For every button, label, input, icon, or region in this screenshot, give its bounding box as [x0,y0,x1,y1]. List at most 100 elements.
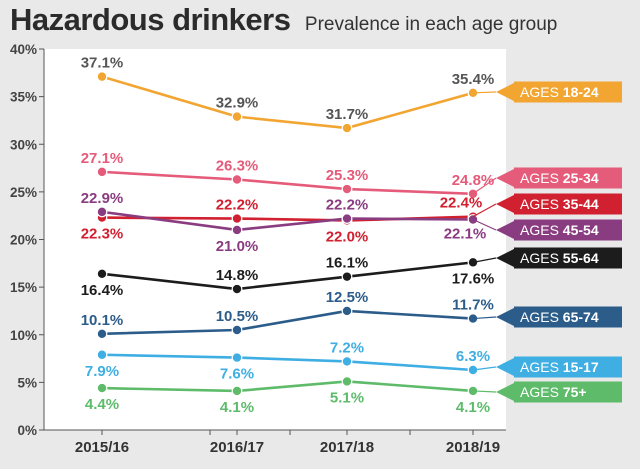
data-label: 21.0% [216,238,259,255]
data-label: 22.9% [81,190,124,207]
y-tick-label: 15% [10,280,37,295]
tag-connector [472,316,497,320]
tag-arrow [496,249,514,267]
x-tick-label: 2018/19 [446,439,500,456]
tag-arrow [496,83,514,101]
series-tag-label: AGES 75+ [520,384,587,400]
data-point [341,122,353,134]
tag-connector [472,91,497,94]
series-tag-label: AGES 18-24 [520,84,599,100]
series-line [101,210,474,232]
data-point [231,385,243,397]
tag-arrow [496,383,514,401]
data-label: 10.1% [81,312,124,329]
data-label: 22.2% [326,197,369,214]
data-label: 22.4% [440,195,483,212]
data-label: 37.1% [81,55,124,72]
axes: 0% 5% 10% 15% 20% 25% 30% 35% 40% 2015/16 2016/17 2… [10,42,506,456]
series-tag [514,167,622,189]
y-tick-label: 10% [10,328,37,343]
data-point [96,268,108,280]
data-label: 14.8% [216,267,259,284]
data-point [231,213,243,224]
data-label: 11.7% [452,297,494,314]
series-tag [514,219,622,241]
data-label: 35.4% [452,71,495,88]
data-label: 16.4% [81,282,124,299]
data-label: 26.3% [216,157,259,174]
data-point [341,305,353,317]
tag-connector [472,203,497,218]
data-label: 22.1% [444,225,487,242]
data-point [341,271,353,283]
data-label: 7.6% [220,366,254,383]
series-tag-label: AGES 45-54 [520,222,599,238]
data-point [231,352,243,364]
series-tag [514,81,622,103]
data-label: 27.1% [81,150,124,167]
data-label: 6.3% [456,348,490,365]
data-labels: 37.1% 32.9% 31.7% 35.4% 27.1% 26.3% 25.3% 24.8%… [81,55,495,416]
data-label: 4.1% [456,399,490,416]
data-label: 5.1% [330,389,364,406]
series-tag [514,381,622,403]
series-lines [101,75,474,393]
series-tag [514,193,622,215]
series-line [101,170,474,196]
y-tick-label: 30% [10,137,37,152]
chart-subtitle: Prevalence in each age group [304,14,558,35]
data-label: 12.5% [326,289,369,306]
data-point [96,206,108,218]
data-point [341,213,353,224]
data-label: 22.2% [216,197,259,214]
y-tick-label: 35% [10,90,37,105]
data-point [96,328,108,340]
series-tag [514,356,622,378]
data-point [231,111,243,123]
tag-arrow [496,308,514,326]
data-label: 31.7% [326,106,369,123]
series-line [101,380,474,393]
series-tag-label: AGES 15-17 [520,359,599,375]
data-label: 17.6% [452,270,495,287]
series-line [101,309,474,336]
series-tag-label: AGES 55-64 [520,250,599,266]
series-tags: AGES 18-24 AGES 25-34 AGES 35-44 AGES 45-54… [472,81,622,403]
data-point [96,349,108,361]
data-point [341,376,353,387]
data-point [341,356,353,367]
data-label: 7.9% [85,363,119,380]
series-tag-label: AGES 25-34 [520,170,599,186]
chart-header: Hazardous drinkers Prevalence in each ag… [10,2,630,42]
tag-connector [472,257,497,263]
data-label: 32.9% [216,95,259,112]
data-label: 22.3% [81,226,124,243]
series-line [101,353,474,372]
tag-arrow [496,221,514,239]
data-point [231,283,243,295]
series-tag-label: AGES 35-44 [520,196,599,212]
y-tick-label: 5% [17,375,37,390]
chart-title: Hazardous drinkers [10,2,291,37]
data-label: 22.0% [326,228,369,245]
data-point [96,166,108,178]
tag-arrow [496,169,514,187]
series-line [101,261,474,291]
series-line [101,75,474,130]
series-tag-label: AGES 65-74 [520,309,599,325]
data-point [96,71,108,83]
x-tick-label: 2017/18 [320,439,374,456]
x-tick-label: 2015/16 [75,439,129,456]
data-point [231,224,243,236]
series-tag [514,306,622,328]
data-label: 4.1% [220,399,254,416]
data-label: 24.8% [452,172,495,189]
x-tick-label: 2016/17 [210,439,264,456]
data-label: 25.3% [326,167,369,184]
tag-connector [472,366,497,371]
data-label: 7.2% [330,339,364,356]
tag-connector [472,177,497,195]
data-label: 10.5% [216,308,259,325]
data-label: 16.1% [326,255,369,272]
